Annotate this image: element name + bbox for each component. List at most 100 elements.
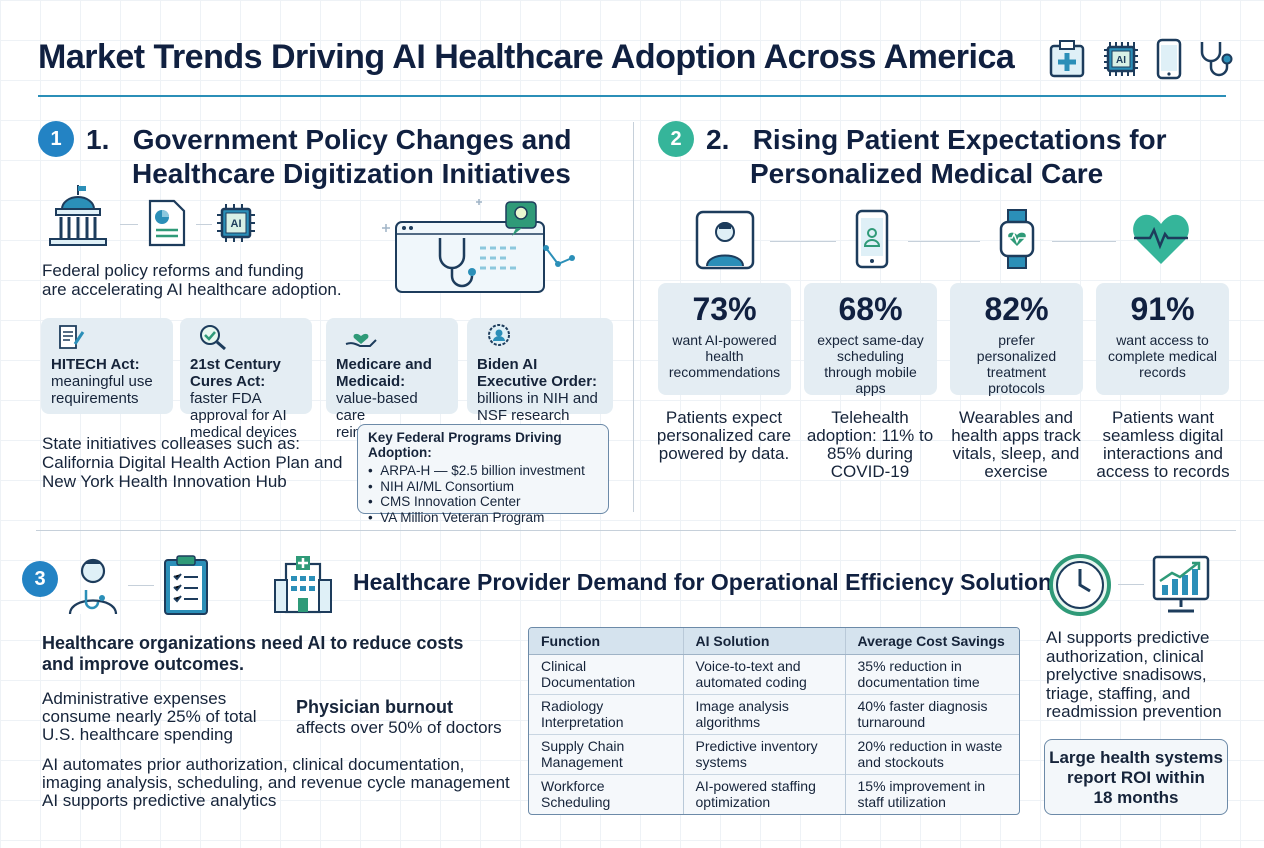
table-cell: Voice-to-text and automated coding [682,654,845,695]
federal-programs-list: • ARPA-H — $2.5 billion investment • NIH… [368,463,598,525]
table-cell: Image analysis algorithms [682,694,845,735]
stat-card-same-day-scheduling: 68% expect same-day scheduling through m… [804,283,937,396]
stat-note: Patients want seamless digital interacti… [1096,408,1230,481]
section-1-title-line2: Healthcare Digitization Initiatives [132,158,571,189]
table-header: Function [529,628,683,655]
table-row: Radiology Interpretation Image analysis … [529,694,1019,735]
connector [196,224,212,225]
predictive-uses-text: AI supports predictive authorization, cl… [1046,628,1222,722]
stethoscope-icon [1196,38,1236,80]
table-header: Average Cost Savings [844,628,1019,655]
table-header-row: Function AI Solution Average Cost Saving… [529,628,1019,655]
table-cell: 35% reduction in documentation time [844,654,1019,695]
section-3-badge: 3 [22,561,58,597]
connector [120,224,138,225]
connector [128,585,154,586]
section-3-lead: Healthcare organizations need AI to redu… [42,633,463,675]
table-cell: Predictive inventory systems [682,734,845,775]
state-initiatives-line2: California Digital Health Action Plan an… [42,453,343,472]
policy-card-medicare: Medicare and Medicaid: value-based care … [326,318,458,441]
physician-burnout-title: Physician burnout [296,697,454,717]
stat-description: want access to complete medical records [1108,332,1217,380]
report-document-icon [146,199,188,247]
stat-value: 68% [838,291,903,327]
stat-value: 91% [1130,291,1195,327]
patient-icon [695,210,755,270]
roi-line1: Large health systems [1049,748,1223,767]
ai-chip-icon: AI [1100,38,1142,80]
roi-line3: 18 months [1093,788,1179,807]
hospital-building-icon [272,554,334,614]
admin-expenses-text: Administrative expenses consume nearly 2… [42,690,257,744]
policy-card-hitech: HITECH Act: meaningful use requirements [41,318,173,414]
predictive-uses-line2: authorization, clinical [1046,646,1204,666]
svg-text:AI: AI [231,218,242,230]
phone-user-icon [855,209,889,269]
predictive-analytics-line: AI supports predictive analytics [42,791,277,810]
physician-burnout-text: affects over 50% of doctors [296,718,502,737]
page-title: Market Trends Driving AI Healthcare Adop… [38,38,1015,76]
cost-savings-table-grid: Function AI Solution Average Cost Saving… [529,628,1019,814]
capitol-icon [44,183,112,249]
policy-card-text: meaningful use requirements [51,373,153,407]
smartphone-icon [1156,38,1182,80]
predictive-uses-line1: AI supports predictive [1046,628,1210,647]
section-2-badge: 2 [658,121,694,157]
section-1-badge: 1 [38,121,74,157]
stat-note: Wearables and health apps track vitals, … [951,408,1081,481]
check-magnifier-icon [198,324,302,350]
admin-expenses-line2: consume nearly 25% of total [42,707,257,726]
connector [770,241,836,242]
stat-value: 73% [692,291,757,327]
smartwatch-icon [997,208,1037,270]
connector [1118,584,1144,585]
list-item: • NIH AI/ML Consortium [368,478,515,494]
stat-note: Patients expect personalized care powere… [656,408,792,463]
policy-card-title: HITECH Act: [51,356,140,373]
growth-chart-monitor-icon [1152,555,1210,615]
predictive-uses-line4: triage, staffing, and [1046,683,1191,703]
table-cell: AI-powered staffing optimization [682,774,845,814]
ai-automation-line2: imaging analysis, scheduling, and revenu… [42,773,510,792]
section-1-intro-line2: are accelerating AI healthcare adoption. [42,280,342,299]
list-item: • VA Million Veteran Program [368,509,545,525]
stat-card-personalized-treatment: 82% prefer personalized treatment protoc… [950,283,1083,396]
list-item: • CMS Innovation Center [368,494,521,509]
clock-icon [1048,553,1112,617]
section-divider-horizontal [36,530,1236,531]
stat-card-medical-records: 91% want access to complete medical reco… [1096,283,1229,395]
table-cell: Radiology Interpretation [529,694,683,735]
stat-value: 82% [984,291,1049,327]
table-cell: 15% improvement in staff utilization [844,774,1019,814]
section-1-intro-line1: Federal policy reforms and funding [42,261,304,280]
table-cell: 40% faster diagnosis turnaround [844,694,1019,735]
stat-description: prefer personalized treatment protocols [976,332,1057,396]
stat-card-ai-recommendations: 73% want AI-powered health recommendatio… [658,283,791,395]
stat-description: expect same-day scheduling through mobil… [817,332,924,396]
policy-card-executive-order: Biden AI Executive Order: billions in NI… [467,318,613,441]
document-pen-icon [57,324,163,350]
federal-programs-title: Key Federal Programs Driving Adoption: [368,430,562,460]
doctor-icon [66,554,120,616]
heart-hand-icon [344,324,448,350]
physician-burnout: Physician burnout affects over 50% of do… [296,697,502,738]
connector [1052,241,1116,242]
predictive-uses-line5: readmission prevention [1046,702,1222,721]
hospital-kit-icon [1048,38,1086,80]
seal-person-icon [485,324,603,350]
ai-automation-line1: AI automates prior authorization, clinic… [42,755,465,774]
table-cell: Supply Chain Management [529,734,683,775]
clipboard-icon [162,554,210,616]
table-cell: Workforce Scheduling [529,774,683,814]
connector [908,241,980,242]
section-3-lead-line2: and improve outcomes. [42,654,245,674]
table-cell: 20% reduction in waste and stockouts [844,734,1019,775]
ai-automation-text: AI automates prior authorization, clinic… [42,756,510,810]
federal-programs-box: Key Federal Programs Driving Adoption: •… [357,424,609,525]
table-row: Clinical Documentation Voice-to-text and… [529,654,1019,695]
header-icons: AI [1048,38,1236,80]
table-header: AI Solution [682,628,845,655]
section-divider-vertical [633,122,634,512]
admin-expenses-line3: U.S. healthcare spending [42,725,233,744]
table-cell: Clinical Documentation [529,654,683,695]
